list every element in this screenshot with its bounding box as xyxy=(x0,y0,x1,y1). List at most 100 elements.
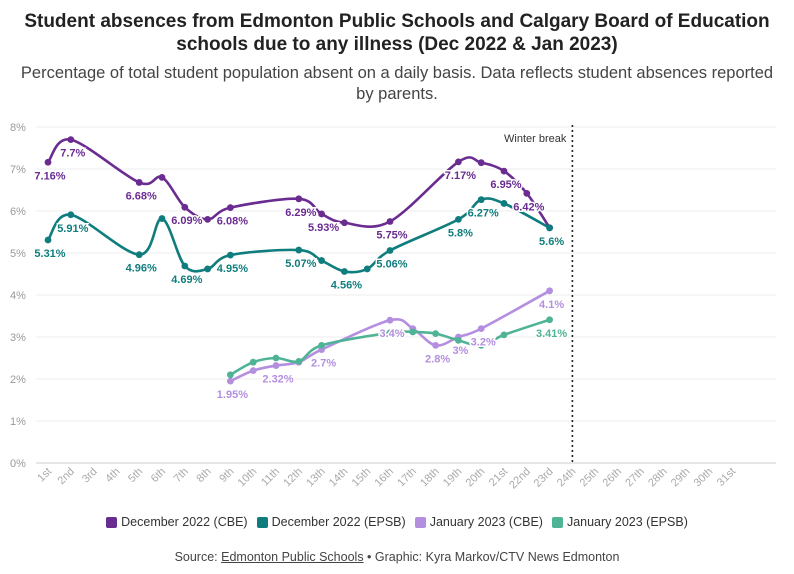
x-tick-label: 16th xyxy=(372,466,396,490)
data-point xyxy=(227,251,234,259)
data-label: 6.68% xyxy=(126,190,157,202)
data-label: 6.08% xyxy=(217,216,248,228)
data-point xyxy=(500,167,508,175)
x-tick-label: 31st xyxy=(715,466,738,489)
data-point xyxy=(455,216,462,223)
legend: December 2022 (CBE) December 2022 (EPSB)… xyxy=(0,515,794,529)
x-tick-label: 1st xyxy=(35,466,54,485)
x-tick-label: 8th xyxy=(194,466,213,485)
x-tick-label: 12th xyxy=(281,466,305,490)
data-label: 3% xyxy=(452,345,468,357)
x-tick-label: 10th xyxy=(236,466,260,490)
data-label: 4.95% xyxy=(217,263,248,275)
data-point xyxy=(295,246,303,254)
x-tick-label: 23rd xyxy=(532,466,556,490)
data-point xyxy=(227,204,234,212)
data-point xyxy=(135,179,143,186)
data-point xyxy=(227,377,234,385)
y-tick-label: 1% xyxy=(10,416,26,428)
data-label: 6.42% xyxy=(513,201,544,213)
data-point xyxy=(546,287,553,295)
data-label: 4.56% xyxy=(331,279,362,291)
data-point xyxy=(409,328,417,336)
source-suffix: • Graphic: Kyra Markov/CTV News Edmonton xyxy=(363,550,620,564)
data-label: 7.17% xyxy=(445,170,476,182)
data-label: 5.06% xyxy=(376,258,407,270)
data-label: 5.91% xyxy=(57,223,88,235)
data-label: 4.96% xyxy=(126,263,157,275)
data-label: 6.09% xyxy=(171,215,202,227)
x-tick-label: 9th xyxy=(217,466,236,485)
data-point xyxy=(500,331,508,339)
y-tick-label: 8% xyxy=(10,122,26,134)
data-point xyxy=(135,251,143,259)
data-label: 4.69% xyxy=(171,274,202,286)
data-point xyxy=(295,195,303,203)
x-tick-label: 14th xyxy=(327,466,351,490)
data-point xyxy=(455,336,462,344)
legend-item-jan-cbe[interactable]: January 2023 (CBE) xyxy=(414,515,543,529)
data-label: 5.8% xyxy=(448,227,473,239)
x-tick-label: 22nd xyxy=(507,466,533,492)
y-tick-label: 0% xyxy=(10,458,26,470)
x-tick-label: 4th xyxy=(103,466,122,485)
data-label: 3.4% xyxy=(379,328,404,340)
data-label: 7.7% xyxy=(60,148,85,160)
data-label: 5.75% xyxy=(376,230,407,242)
data-point xyxy=(477,325,485,332)
data-point xyxy=(249,358,257,366)
x-tick-label: 7th xyxy=(172,466,191,485)
data-point xyxy=(546,316,553,324)
x-tick-label: 29th xyxy=(669,466,693,490)
x-tick-label: 20th xyxy=(464,466,488,490)
data-point xyxy=(386,218,394,225)
legend-swatch xyxy=(256,516,268,528)
chart-title: Student absences from Edmonton Public Sc… xyxy=(24,11,770,55)
data-label: 6.29% xyxy=(285,207,316,219)
x-tick-label: 30th xyxy=(692,466,716,490)
legend-item-jan-epsb[interactable]: January 2023 (EPSB) xyxy=(551,515,688,529)
data-point xyxy=(386,247,394,254)
data-point xyxy=(432,342,439,349)
data-label: 5.6% xyxy=(539,236,564,248)
data-point xyxy=(295,357,303,365)
data-point xyxy=(477,196,485,204)
x-tick-label: 27th xyxy=(623,466,647,490)
data-label: 5.07% xyxy=(285,258,316,270)
data-point xyxy=(272,362,280,369)
data-point xyxy=(44,158,52,166)
data-point xyxy=(318,210,325,218)
data-label: 5.31% xyxy=(34,248,65,260)
legend-item-dec-epsb[interactable]: December 2022 (EPSB) xyxy=(256,515,406,529)
x-tick-label: 15th xyxy=(350,466,374,490)
data-label: 2.7% xyxy=(311,358,336,370)
data-point xyxy=(227,371,234,379)
data-point xyxy=(523,189,531,197)
legend-item-dec-cbe[interactable]: December 2022 (CBE) xyxy=(106,515,248,529)
legend-label: December 2022 (EPSB) xyxy=(271,515,406,529)
x-tick-label: 2nd xyxy=(55,466,76,487)
data-point xyxy=(477,342,485,349)
y-tick-label: 5% xyxy=(10,248,26,260)
data-point xyxy=(181,262,189,270)
source-credit: Source: Edmonton Public Schools • Graphi… xyxy=(0,550,794,564)
data-point xyxy=(318,257,325,264)
source-link[interactable]: Edmonton Public Schools xyxy=(221,550,364,564)
x-tick-label: 28th xyxy=(646,466,670,490)
data-point xyxy=(181,203,189,211)
x-tick-label: 25th xyxy=(578,466,602,490)
data-point xyxy=(249,367,257,374)
y-tick-label: 6% xyxy=(10,206,26,218)
source-prefix: Source: xyxy=(174,550,222,564)
data-point xyxy=(341,219,348,227)
y-tick-label: 2% xyxy=(10,374,26,386)
data-label: 5.93% xyxy=(308,222,339,234)
legend-swatch xyxy=(414,516,426,528)
data-point xyxy=(44,236,52,244)
data-label: 6.27% xyxy=(468,208,499,220)
x-tick-label: 17th xyxy=(395,466,419,490)
data-label: 1.95% xyxy=(217,389,248,401)
data-label: 7.16% xyxy=(34,170,65,182)
data-label: 6.95% xyxy=(490,179,521,191)
data-point xyxy=(272,354,280,362)
